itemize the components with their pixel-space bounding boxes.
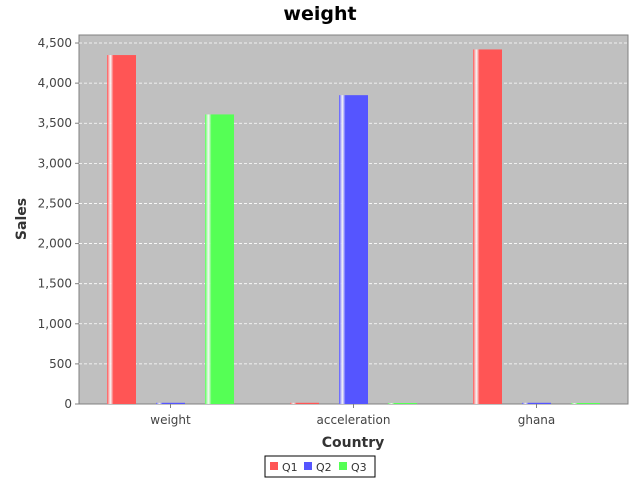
legend-swatch-Q3	[339, 462, 347, 470]
legend-swatch-Q1	[270, 462, 278, 470]
y-tick-label: 3,500	[38, 116, 72, 130]
y-tick-label: 2,500	[38, 196, 72, 210]
y-axis-ticks: 0 500 1,000 1,500 2,000 2,500 3,000 3,500 4,000 4…	[38, 36, 79, 411]
bar-Q2-ghana	[522, 402, 551, 404]
y-tick-label: 1,500	[38, 277, 72, 291]
bar-Q3-weight	[205, 114, 234, 404]
bar-Q2-acceleration	[339, 95, 368, 405]
y-tick-label: 2,000	[38, 237, 72, 251]
legend-label: Q1	[282, 461, 298, 474]
x-axis-label: Country	[322, 435, 385, 451]
y-tick-label: 4,500	[38, 36, 72, 50]
bar-Q1-weight	[107, 55, 136, 404]
x-tick-label: weight	[150, 413, 191, 427]
legend-box	[264, 455, 376, 478]
bar-Q1-acceleration	[290, 402, 319, 404]
x-tick-label: acceleration	[317, 413, 391, 427]
bar-Q3-ghana	[571, 403, 600, 404]
y-tick-label: 1,000	[38, 317, 72, 331]
bar-Q2-weight	[156, 402, 185, 404]
gridlines	[79, 42, 628, 365]
y-tick-label: 500	[49, 357, 72, 371]
y-tick-label: 0	[64, 397, 72, 411]
y-axis-label: Sales	[14, 198, 30, 240]
y-tick-label: 4,000	[38, 76, 72, 90]
bars	[107, 49, 600, 405]
legend: Q1 Q2 Q3	[264, 455, 376, 478]
y-tick-label: 3,000	[38, 156, 72, 170]
legend-swatch-Q2	[304, 462, 312, 470]
bar-Q1-ghana	[473, 49, 502, 405]
legend-label: Q3	[351, 461, 367, 474]
legend-label: Q2	[316, 461, 332, 474]
x-tick-label: ghana	[518, 413, 556, 427]
bar-Q3-acceleration	[388, 403, 417, 404]
chart-title: weight	[283, 3, 356, 25]
x-axis-ticks: weight acceleration ghana	[150, 404, 555, 427]
